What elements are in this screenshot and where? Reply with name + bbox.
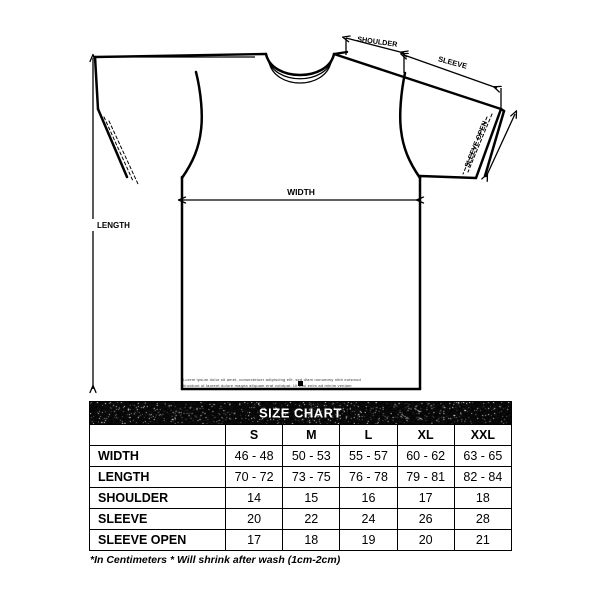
- svg-text:tincidunt ut laoreet dolore ma: tincidunt ut laoreet dolore magna aliqua…: [183, 383, 352, 388]
- svg-text:Lorem ipsum dolor sit amet, co: Lorem ipsum dolor sit amet, consectetuer…: [183, 377, 361, 382]
- svg-text:WIDTH: WIDTH: [287, 187, 315, 197]
- svg-text:LENGTH: LENGTH: [97, 221, 130, 230]
- svg-text:SLEEVE OPEN: SLEEVE OPEN: [464, 120, 489, 168]
